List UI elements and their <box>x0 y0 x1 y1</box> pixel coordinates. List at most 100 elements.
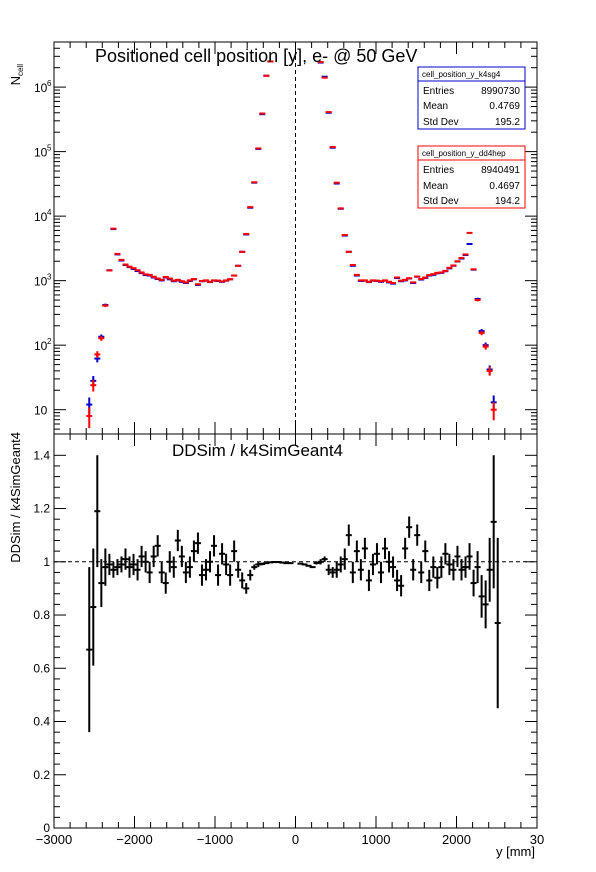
ratio-point <box>410 559 417 581</box>
ratio-point <box>198 564 205 586</box>
ratio-point <box>223 553 230 576</box>
ratio-point <box>219 543 226 565</box>
ratio-point <box>309 566 316 569</box>
ratio-point <box>174 529 181 552</box>
ratio-point <box>426 569 433 592</box>
ratio-point <box>333 561 340 578</box>
dd4hep-point <box>486 366 493 376</box>
ratio-y-tick-label: 0.6 <box>33 661 50 675</box>
stats-box-k4sg4-stddev-value: 195.2 <box>495 117 520 128</box>
top-y-tick-exponent: 2 <box>47 337 52 346</box>
top-y-tick-exponent: 4 <box>47 208 52 217</box>
top-y-tick-label: 10 <box>34 404 48 418</box>
dd4hep-point <box>202 279 209 282</box>
ratio-point <box>373 543 380 565</box>
dd4hep-point <box>482 343 489 350</box>
top-y-tick-label: 10 <box>34 81 48 95</box>
ratio-point <box>382 537 389 560</box>
ratio-point <box>345 524 352 546</box>
ratio-point <box>194 532 201 554</box>
ratio-point <box>305 564 312 567</box>
ratio-y-axis-label: DDSim / k4SimGeant4 <box>8 432 23 563</box>
dd4hep-point <box>194 283 201 286</box>
ratio-point <box>313 561 320 565</box>
ratio-point <box>478 575 485 618</box>
ratio-point <box>430 556 437 578</box>
dd4hep-point <box>126 265 133 268</box>
stats-box-dd4hep-mean-label: Mean <box>423 181 448 192</box>
ratio-point <box>243 583 250 594</box>
dd4hep-point <box>422 276 429 279</box>
ratio-y-tick-label: 0 <box>43 821 50 835</box>
top-y-axis-label: Ncell <box>8 64 25 86</box>
ratio-point <box>317 559 324 565</box>
dd4hep-point <box>122 263 129 266</box>
stats-box-k4sg4-frame <box>417 66 526 130</box>
ratio-point <box>394 569 401 592</box>
top-y-tick-label: 10 <box>34 275 48 289</box>
dd4hep-point <box>114 252 121 255</box>
dd4hep-point <box>406 277 413 280</box>
top-y-tick-label: 10 <box>34 146 48 160</box>
ratio-point <box>386 551 393 573</box>
dd4hep-point <box>341 234 348 237</box>
ratio-point <box>470 569 477 597</box>
dd4hep-point <box>98 335 105 341</box>
x-tick-label: 1000 <box>362 832 391 847</box>
ratio-point <box>122 548 129 570</box>
ratio-point <box>321 556 328 562</box>
ratio-point <box>126 556 133 578</box>
k4sg4-point <box>466 242 473 245</box>
dd4hep-point <box>365 280 372 283</box>
dd4hep-point <box>470 268 477 271</box>
dd4hep-point <box>410 281 417 284</box>
dd4hep-point <box>235 264 242 267</box>
x-tick-label: −2000 <box>116 832 153 847</box>
ratio-point <box>154 535 161 557</box>
stats-box-dd4hep: cell_position_y_dd4hep Entries 8940491 M… <box>417 145 526 209</box>
ratio-data-points <box>86 455 501 733</box>
ratio-point <box>353 540 360 562</box>
ratio-point <box>166 551 173 573</box>
top-y-tick-exponent: 3 <box>47 273 52 282</box>
top-y-tick-exponent: 5 <box>47 144 52 153</box>
ratio-point <box>361 537 368 560</box>
stats-box-dd4hep-title: cell_position_y_dd4hep <box>422 149 506 158</box>
svg-text:Ncell: Ncell <box>8 64 25 86</box>
top-y-tick-exponent: 6 <box>47 79 52 88</box>
dd4hep-point <box>462 253 469 256</box>
ratio-point <box>102 548 109 586</box>
dd4hep-point <box>130 267 137 270</box>
x-tick-label: 30 <box>530 832 544 847</box>
dd4hep-point <box>361 279 368 282</box>
ratio-point <box>398 575 405 597</box>
stats-box-dd4hep-mean-value: 0.4697 <box>489 181 520 192</box>
dd4hep-point <box>345 250 352 253</box>
ratio-point <box>402 537 409 560</box>
ratio-point <box>482 580 489 629</box>
top-y-tick-label: 10 <box>34 339 48 353</box>
ratio-point <box>158 561 165 584</box>
stats-box-k4sg4-stddev-label: Std Dev <box>423 117 459 128</box>
ratio-point <box>231 540 238 562</box>
dd4hep-point <box>102 304 109 308</box>
dd4hep-point <box>394 276 401 279</box>
ratio-point <box>454 545 461 568</box>
ratio-chart-title: DDSim / k4SimGeant4 <box>172 441 343 460</box>
ratio-point <box>239 572 246 589</box>
ratio-point <box>134 559 141 581</box>
ratio-point <box>377 561 384 584</box>
ratio-point <box>227 564 234 586</box>
dd4hep-point <box>442 269 449 272</box>
ratio-point <box>98 559 105 608</box>
top-chart-title: Positioned cell position [y], e- @ 50 Ge… <box>95 46 417 66</box>
ratio-point <box>118 556 125 573</box>
dd4hep-point <box>94 351 101 358</box>
ratio-point <box>329 567 336 578</box>
dd4hep-point <box>154 277 161 280</box>
ratio-point <box>162 572 169 594</box>
dd4hep-point <box>86 407 93 429</box>
dd4hep-point <box>138 271 145 274</box>
x-tick-label: −1000 <box>197 832 234 847</box>
